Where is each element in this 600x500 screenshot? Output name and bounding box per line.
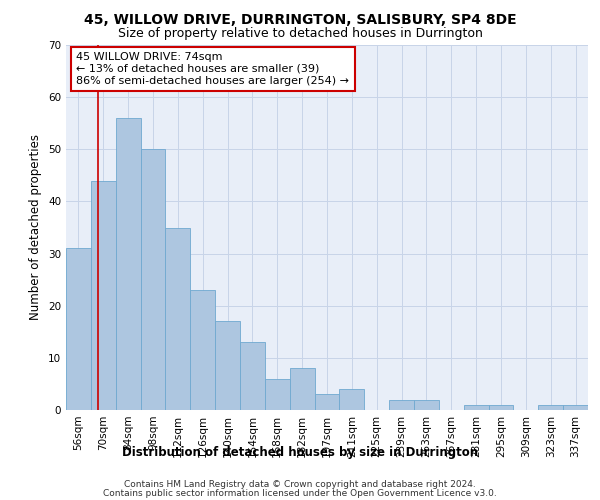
Text: Contains public sector information licensed under the Open Government Licence v3: Contains public sector information licen… [103, 488, 497, 498]
Text: Size of property relative to detached houses in Durrington: Size of property relative to detached ho… [118, 28, 482, 40]
Bar [166, 228, 190, 410]
Bar [265, 378, 290, 410]
Text: 45, WILLOW DRIVE, DURRINGTON, SALISBURY, SP4 8DE: 45, WILLOW DRIVE, DURRINGTON, SALISBURY,… [83, 12, 517, 26]
Text: Distribution of detached houses by size in Durrington: Distribution of detached houses by size … [122, 446, 478, 459]
Bar [290, 368, 314, 410]
Bar [389, 400, 414, 410]
Text: Contains HM Land Registry data © Crown copyright and database right 2024.: Contains HM Land Registry data © Crown c… [124, 480, 476, 489]
Bar [414, 400, 439, 410]
Bar [91, 180, 116, 410]
Y-axis label: Number of detached properties: Number of detached properties [29, 134, 43, 320]
Text: 45 WILLOW DRIVE: 74sqm
← 13% of detached houses are smaller (39)
86% of semi-det: 45 WILLOW DRIVE: 74sqm ← 13% of detached… [76, 52, 349, 86]
Bar [538, 405, 563, 410]
Bar [240, 342, 265, 410]
Bar [190, 290, 215, 410]
Bar [464, 405, 488, 410]
Bar [488, 405, 514, 410]
Bar [215, 322, 240, 410]
Bar [563, 405, 588, 410]
Bar [140, 150, 166, 410]
Bar [340, 389, 364, 410]
Bar [116, 118, 140, 410]
Bar [314, 394, 340, 410]
Bar [66, 248, 91, 410]
